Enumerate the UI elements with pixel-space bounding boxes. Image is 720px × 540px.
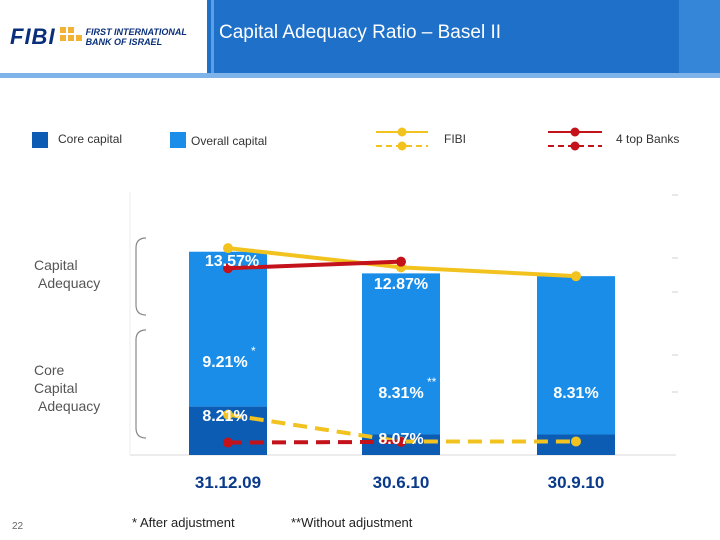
top4-core-line: [227, 439, 402, 445]
capital-adequacy-bracket: [135, 237, 147, 316]
capital-adequacy-label: Capital Adequacy: [34, 256, 100, 292]
x-tick-label-0: 31.12.09: [195, 473, 261, 492]
data-label-2: 9.21%: [202, 354, 247, 371]
data-label-1: 13.57%: [205, 253, 259, 270]
header-strip: [0, 73, 720, 78]
data-label-7: 8.07%: [378, 431, 423, 448]
legend-top4-dashed-dot: [570, 141, 580, 151]
top4-capital-point-0: [223, 263, 233, 274]
legend-overall-swatch: [170, 132, 186, 148]
title-corner: [679, 0, 720, 75]
core-capital-adequacy-label: Core Capital Adequacy: [34, 361, 100, 415]
data-label-8: 12.78%: [549, 240, 603, 257]
logo-text: FIRST INTERNATIONAL BANK OF ISRAEL: [86, 27, 187, 47]
data-label-9: 8.31%: [553, 385, 598, 402]
page-title: Capital Adequacy Ratio – Basel II: [219, 22, 502, 43]
x-tick-label-2: 30.9.10: [548, 473, 605, 492]
fibi-core-line: [227, 412, 576, 444]
logo-wordmark: FIBI: [10, 24, 56, 49]
legend-top4-label: 4 top Banks: [616, 132, 680, 146]
data-label-mark-0: *: [258, 199, 263, 213]
data-label-5: 12.87%: [374, 276, 428, 293]
legend-fibi-dashed-dot: [397, 141, 407, 151]
title-bar: Capital Adequacy Ratio – Basel II: [207, 0, 720, 75]
legend-line-samples: [376, 127, 602, 151]
data-label-6: 8.31%: [378, 385, 423, 402]
core-capital-bracket: [135, 329, 147, 439]
legend-fibi-label: FIBI: [444, 132, 467, 146]
logo-mark-icon: [59, 27, 82, 47]
data-label-mark-2: *: [251, 344, 256, 358]
core-adequacy-line-3: Adequacy: [38, 398, 101, 414]
data-label-3: 8.21%: [202, 408, 247, 425]
data-label-0: 13.88%: [205, 209, 259, 226]
capital-adequacy-line-1: Capital: [34, 257, 78, 273]
bar-overall-1: [362, 273, 440, 435]
fibi-core-point-2: [571, 436, 581, 447]
top4-capital-point-1: [396, 256, 406, 267]
title-stripe: [211, 0, 214, 75]
bank-logo: FIBI FIRST INTERNATIONAL BANK OF ISRAEL: [10, 24, 187, 50]
core-adequacy-line-1: Core: [34, 362, 65, 378]
core-adequacy-line-2: Capital: [34, 380, 78, 396]
data-label-mark-6: **: [427, 375, 437, 389]
chart-bars: [189, 251, 615, 455]
legend-overall-label: Overall capital: [191, 134, 268, 148]
logo-line-2: BANK OF ISRAEL: [85, 37, 163, 47]
footnote-after-adjustment: * After adjustment: [132, 515, 235, 530]
legend-top4-solid-dot: [570, 127, 580, 137]
capital-adequacy-line-2: Adequacy: [38, 275, 101, 291]
bar-overall-0: [189, 251, 267, 407]
x-tick-label-1: 30.6.10: [373, 473, 430, 492]
top4-core-point-0: [223, 437, 233, 448]
footnote-without-adjustment: **Without adjustment: [291, 515, 413, 530]
logo-line-1: FIRST INTERNATIONAL: [85, 27, 187, 37]
top4-core-point-1: [396, 436, 406, 447]
chart-lines: [223, 243, 581, 448]
page-number: 22: [12, 521, 24, 532]
legend-core-swatch: [32, 132, 48, 148]
fibi-capital-point-0: [223, 243, 233, 254]
fibi-capital-point-2: [571, 271, 581, 282]
top4-capital-line: [227, 259, 402, 271]
legend-core-label: Core capital: [58, 132, 123, 146]
data-label-4: 13.83%: [374, 211, 428, 228]
legend-fibi-solid-dot: [397, 127, 407, 137]
data-label-mark-4: **: [427, 201, 437, 215]
fibi-core-point-0: [223, 409, 233, 420]
bar-overall-2: [537, 276, 615, 435]
chart-labels: 31.12.09 30.6.10 30.9.1013.88%*13.57%9.21%…: [195, 199, 604, 492]
